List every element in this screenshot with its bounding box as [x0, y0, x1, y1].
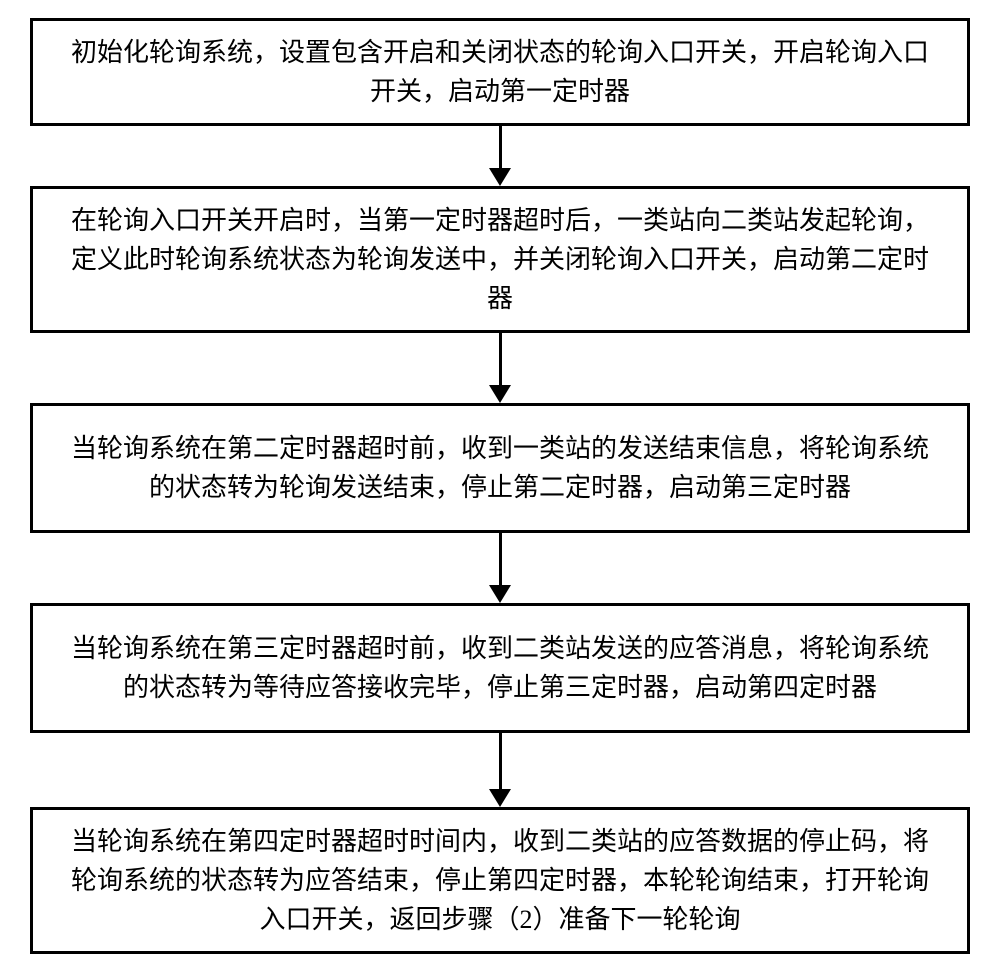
arrow-line: [499, 333, 502, 385]
flowchart-arrow-4: [489, 733, 511, 807]
step-text: 当轮询系统在第四定时器超时时间内，收到二类站的应答数据的停止码，将轮询系统的状态…: [61, 822, 939, 939]
arrow-line: [499, 533, 502, 585]
arrow-head-icon: [489, 385, 511, 403]
flowchart-step-3: 当轮询系统在第二定时器超时前，收到一类站的发送结束信息，将轮询系统的状态转为轮询…: [30, 403, 970, 533]
step-text: 在轮询入口开关开启时，当第一定时器超时后，一类站向二类站发起轮询，定义此时轮询系…: [61, 201, 939, 318]
flowchart-step-4: 当轮询系统在第三定时器超时前，收到二类站发送的应答消息，将轮询系统的状态转为等待…: [30, 603, 970, 733]
flowchart-container: 初始化轮询系统，设置包含开启和关闭状态的轮询入口开关，开启轮询入口开关，启动第一…: [28, 18, 972, 954]
flowchart-step-1: 初始化轮询系统，设置包含开启和关闭状态的轮询入口开关，开启轮询入口开关，启动第一…: [30, 18, 970, 126]
arrow-head-icon: [489, 168, 511, 186]
flowchart-step-2: 在轮询入口开关开启时，当第一定时器超时后，一类站向二类站发起轮询，定义此时轮询系…: [30, 186, 970, 333]
arrow-line: [499, 733, 502, 789]
arrow-line: [499, 126, 502, 168]
flowchart-step-5: 当轮询系统在第四定时器超时时间内，收到二类站的应答数据的停止码，将轮询系统的状态…: [30, 807, 970, 954]
step-text: 初始化轮询系统，设置包含开启和关闭状态的轮询入口开关，开启轮询入口开关，启动第一…: [61, 33, 939, 111]
step-text: 当轮询系统在第二定时器超时前，收到一类站的发送结束信息，将轮询系统的状态转为轮询…: [61, 429, 939, 507]
flowchart-arrow-2: [489, 333, 511, 403]
step-text: 当轮询系统在第三定时器超时前，收到二类站发送的应答消息，将轮询系统的状态转为等待…: [61, 629, 939, 707]
flowchart-arrow-1: [489, 126, 511, 186]
arrow-head-icon: [489, 585, 511, 603]
flowchart-arrow-3: [489, 533, 511, 603]
arrow-head-icon: [489, 789, 511, 807]
